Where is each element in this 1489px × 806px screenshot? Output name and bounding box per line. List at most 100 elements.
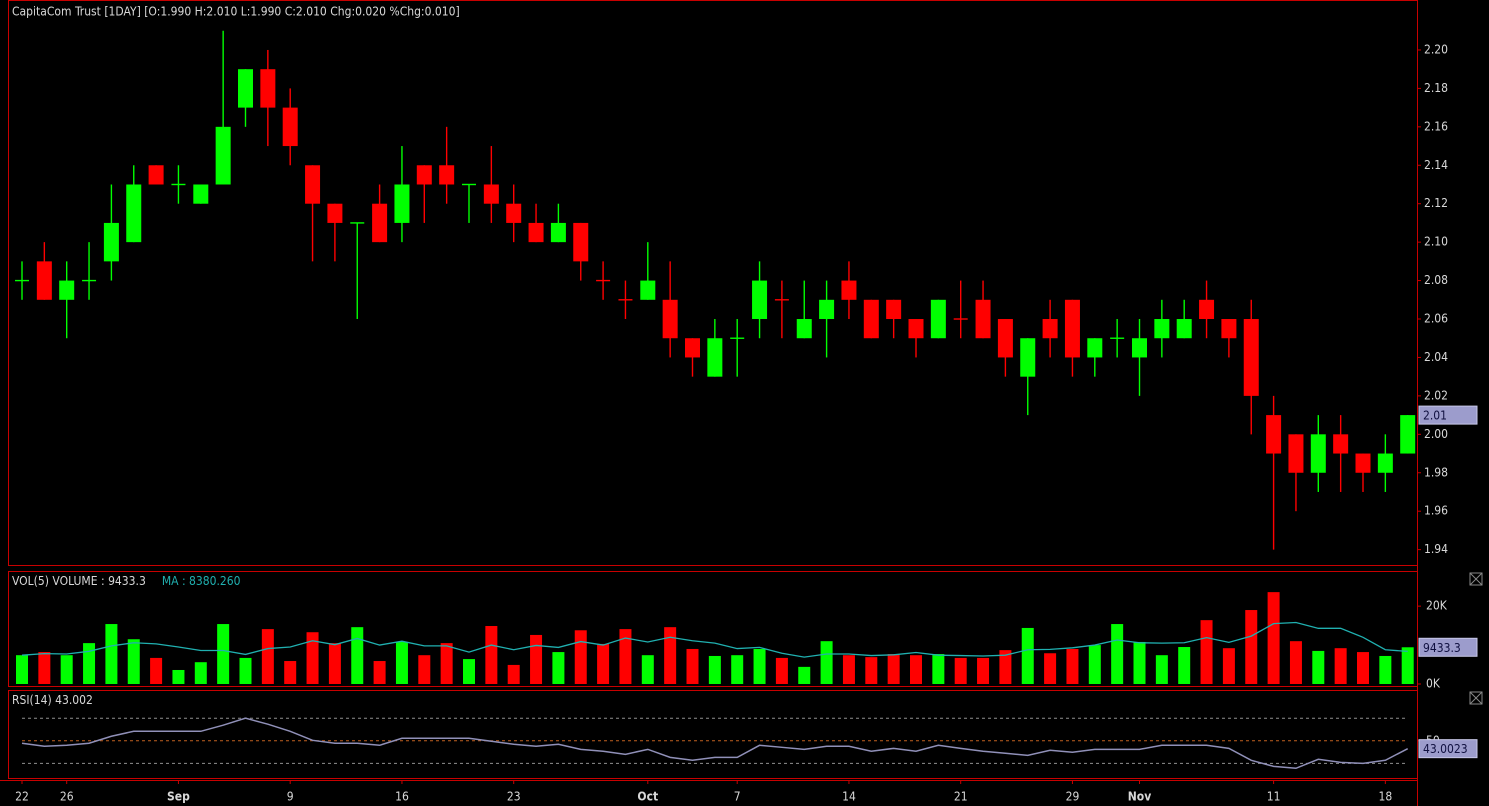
candle-body	[1199, 299, 1215, 320]
last-price-box	[1418, 405, 1478, 425]
candle-body	[662, 299, 678, 339]
volume-bar	[999, 650, 1012, 684]
volume-bar	[686, 648, 699, 684]
candle-body	[506, 203, 522, 223]
candle-body	[327, 203, 343, 223]
candle-body	[1221, 319, 1237, 339]
x-tick-label: 7	[734, 790, 741, 804]
volume-bar	[1312, 650, 1325, 684]
volume-bar	[641, 655, 654, 684]
y-tick-label: 2.18	[1424, 81, 1448, 95]
volume-bar	[440, 643, 453, 684]
legend-entry: MA :	[162, 574, 186, 588]
y-tick-label: 1.96	[1424, 504, 1448, 518]
volume-bar	[328, 643, 341, 684]
candle-body	[640, 280, 656, 300]
x-tick-label: Nov	[1128, 790, 1152, 804]
volume-bar	[1178, 647, 1191, 684]
volume-bar	[977, 657, 990, 684]
volume-bar	[172, 669, 185, 684]
y-tick-label: 2.08	[1424, 273, 1448, 287]
ma-line	[21, 621, 1408, 658]
candle-body	[685, 338, 700, 358]
volume-bar	[38, 652, 51, 684]
volume-bar	[1289, 641, 1302, 684]
candle-body	[1020, 338, 1036, 377]
volume-bar	[887, 654, 900, 684]
current-value: 9433.3	[108, 574, 146, 588]
x-tick-label: 11	[1267, 790, 1281, 804]
volume-bar	[1401, 647, 1414, 684]
candle-body	[863, 299, 879, 339]
candle-body	[1042, 319, 1058, 339]
volume-bar	[619, 629, 632, 684]
candle-body	[1266, 415, 1282, 454]
candle-body	[103, 222, 119, 262]
volume-bar	[552, 652, 565, 684]
candle-body	[193, 184, 209, 204]
x-tick-label: Sep	[167, 790, 190, 804]
y-tick-label: 1.94	[1424, 542, 1448, 556]
close-icon[interactable]	[1469, 691, 1483, 705]
last-volume: 9433.3	[1423, 641, 1461, 655]
candle-body	[707, 338, 723, 377]
volume-bar	[820, 641, 833, 684]
x-tick-label: Oct	[637, 790, 658, 804]
candle-body	[439, 165, 455, 185]
current-value: 43.002	[55, 693, 93, 707]
x-tick-label: 26	[60, 790, 74, 804]
volume-bar	[1111, 624, 1124, 684]
candle-body	[483, 184, 499, 204]
volume-bar	[239, 657, 252, 684]
candle-body	[1132, 338, 1147, 358]
last-volume-box	[1418, 637, 1478, 657]
candle-body	[394, 184, 410, 223]
candle-body	[528, 222, 544, 243]
x-tick-label: 18	[1378, 790, 1392, 804]
y-tick-label: 2.02	[1424, 388, 1448, 402]
candle-body	[372, 203, 388, 243]
volume-bar	[708, 655, 721, 684]
volume-bar	[1155, 655, 1168, 684]
candle-body	[975, 299, 991, 339]
candle-body	[1243, 319, 1259, 396]
candle-body	[238, 69, 253, 108]
volume-bar	[83, 643, 96, 684]
volume-bar	[753, 648, 766, 684]
volume-bar	[910, 655, 922, 684]
candle-body	[282, 107, 298, 147]
rsi-header: RSI(14) 43.002	[12, 693, 93, 707]
volume-bar	[395, 641, 408, 684]
volume-bar	[507, 664, 520, 684]
volume-bar	[798, 666, 811, 684]
y-tick-label: 2.04	[1424, 350, 1448, 364]
candle-body	[1176, 319, 1192, 339]
volume-bar	[1222, 648, 1235, 684]
volume-bar	[485, 625, 498, 684]
candle-body	[260, 69, 276, 108]
volume-bar	[284, 661, 297, 684]
x-tick-label: 14	[842, 790, 856, 804]
volume-bar	[775, 657, 788, 684]
x-tick-label: 16	[395, 790, 409, 804]
volume-bar	[1379, 655, 1392, 684]
volume-bar	[731, 655, 744, 684]
volume-bar	[1021, 627, 1034, 684]
volume-bar	[1357, 652, 1369, 684]
volume-bar	[597, 643, 610, 684]
volume-bar	[1088, 645, 1101, 684]
volume-bar	[530, 634, 543, 684]
y-tick-label: 0K	[1426, 677, 1441, 691]
candle-body	[841, 280, 857, 300]
candle-body	[1333, 434, 1349, 454]
indicator-name: RSI(14)	[12, 693, 52, 707]
volume-bar	[194, 662, 207, 684]
volume-bar	[842, 655, 855, 684]
candle-body	[1377, 453, 1393, 473]
volume-bar	[351, 627, 364, 684]
close-icon[interactable]	[1469, 572, 1483, 586]
x-tick-label: 23	[507, 790, 521, 804]
legend-entry: VOLUME :	[52, 574, 104, 588]
indicator-name: VOL(5)	[12, 574, 49, 588]
volume-bar	[261, 629, 274, 684]
